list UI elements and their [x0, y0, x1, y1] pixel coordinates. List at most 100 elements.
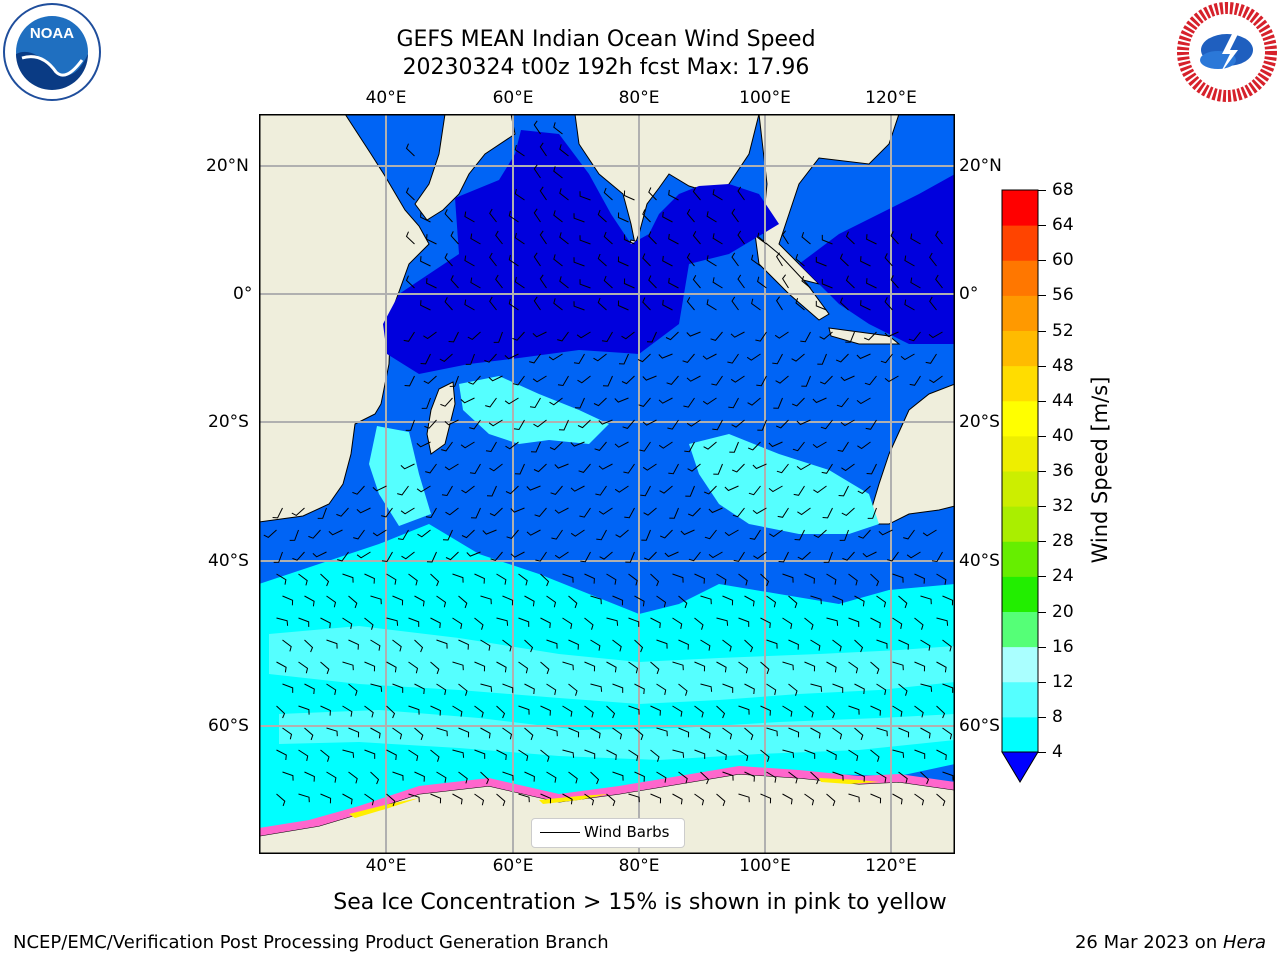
wind-barb	[821, 463, 833, 474]
colorbar-tick-mark	[1038, 576, 1046, 578]
wind-barb	[920, 727, 931, 739]
wind-barb	[554, 551, 569, 559]
wind-barb	[642, 419, 657, 426]
wind-barb	[502, 727, 513, 740]
wind-barb	[792, 441, 805, 452]
wind-barb	[442, 529, 453, 541]
wind-barb	[708, 507, 723, 514]
wind-barb	[876, 595, 887, 608]
wind-barb	[276, 705, 286, 719]
wind-barb	[562, 573, 574, 583]
wind-barb	[304, 727, 314, 741]
wind-barb	[342, 617, 353, 629]
wind-barb	[533, 164, 541, 179]
wind-barb	[485, 397, 497, 408]
wind-barb	[794, 529, 805, 541]
colorbar-tick-mark	[1038, 541, 1046, 543]
wind-barb	[508, 210, 519, 223]
wind-barb	[686, 252, 695, 267]
wind-barb	[282, 683, 294, 693]
wind-barb	[692, 274, 701, 289]
wind-barb	[936, 661, 947, 673]
wind-barb	[688, 551, 701, 562]
wind-barb	[480, 683, 493, 692]
wind-barb	[914, 617, 924, 630]
wind-barb	[513, 419, 525, 431]
wind-barb	[426, 551, 437, 563]
wind-barb	[826, 749, 837, 761]
wind-barb	[749, 529, 761, 540]
wind-barb	[650, 705, 661, 716]
wind-barb	[692, 186, 701, 201]
wind-barb	[914, 749, 926, 759]
wind-barb	[686, 331, 701, 337]
wind-barb	[731, 208, 739, 223]
wind-barb	[683, 397, 695, 408]
wind-barb	[841, 463, 855, 472]
wind-barb	[392, 771, 404, 781]
wind-barb	[496, 573, 507, 585]
wind-barb	[909, 375, 921, 386]
wind-barb	[480, 595, 492, 605]
wind-barb	[392, 595, 404, 606]
wind-barb	[870, 705, 881, 716]
wind-barb	[506, 529, 519, 539]
wind-barb	[848, 793, 860, 803]
wind-barb	[558, 419, 569, 431]
title-line-2: 20230324 t00z 192h fcst Max: 17.96	[402, 55, 810, 80]
light-cyan-streak-2	[279, 710, 955, 760]
wind-barb	[489, 296, 497, 311]
wind-barb	[782, 705, 793, 717]
wind-barb	[584, 661, 596, 672]
wind-barb	[603, 231, 613, 245]
colorbar	[1000, 186, 1040, 786]
wind-barb	[621, 331, 635, 340]
wind-barb	[553, 254, 563, 267]
wind-barb	[289, 529, 299, 541]
wind-barb	[272, 507, 283, 519]
wind-barb	[320, 661, 330, 675]
wind-barb	[668, 463, 679, 475]
wind-barb	[870, 661, 880, 675]
wind-barb	[823, 551, 833, 563]
wind-barb	[540, 617, 551, 629]
wind-barb	[801, 232, 811, 245]
wind-barb	[634, 639, 644, 653]
wind-barb	[628, 573, 638, 586]
wind-barb	[813, 485, 827, 494]
wind-barb	[920, 683, 933, 692]
wind-barb	[678, 683, 688, 696]
wind-barb	[505, 441, 519, 450]
wind-barb	[898, 683, 908, 696]
wind-barb	[488, 419, 503, 427]
wind-barb	[557, 375, 569, 387]
wind-barb	[400, 463, 415, 470]
wind-barb	[404, 375, 415, 387]
wind-barb	[906, 551, 921, 559]
wind-barb	[876, 639, 888, 649]
wind-barb	[529, 353, 541, 364]
wind-barb	[482, 529, 497, 535]
wind-barb	[612, 595, 624, 606]
wind-barb	[549, 441, 563, 451]
wind-barb	[672, 617, 683, 629]
wind-barb	[298, 705, 310, 715]
wind-barb	[910, 277, 921, 289]
wind-barb	[414, 639, 424, 653]
footer-credit: NCEP/EMC/Verification Post Processing Pr…	[13, 932, 609, 953]
wind-barb	[775, 375, 789, 384]
wind-barb	[898, 595, 908, 609]
wind-barb	[925, 353, 937, 364]
wind-barb	[524, 683, 535, 695]
wind-barb	[778, 551, 789, 563]
wind-barb	[702, 353, 717, 360]
wind-barb	[712, 277, 723, 289]
wind-barb	[748, 441, 761, 451]
wind-barb	[612, 727, 623, 740]
wind-barb	[356, 551, 371, 559]
lat-tick-left: 60°S	[208, 716, 249, 736]
wind-barb	[788, 595, 798, 609]
wind-barb	[890, 275, 899, 289]
wind-barb	[480, 727, 491, 739]
wind-barb	[804, 749, 816, 759]
